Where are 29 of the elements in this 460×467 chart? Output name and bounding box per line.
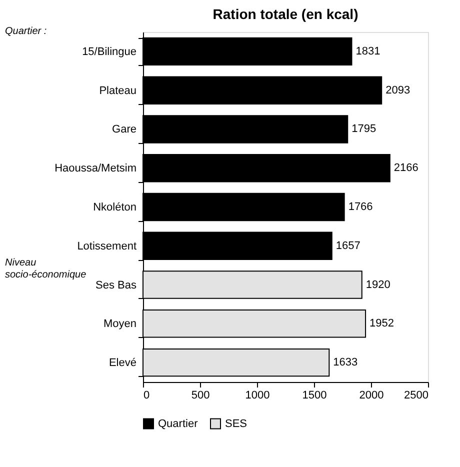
- x-tick-label: 1000: [245, 390, 270, 402]
- legend-label: SES: [225, 418, 248, 430]
- data-label: 2093: [386, 84, 410, 96]
- data-label: 1633: [333, 356, 358, 369]
- x-tick-label: 0: [144, 390, 150, 402]
- y-tick-label: Haoussa/Metsim: [54, 162, 136, 175]
- x-tick-label: 2500: [404, 390, 428, 402]
- data-label: 1831: [356, 45, 380, 58]
- data-label: 1952: [370, 318, 394, 330]
- x-tick-label: 1500: [302, 390, 327, 402]
- text: Niveau socio-économique: [5, 257, 87, 280]
- x-tick-label: 500: [191, 390, 210, 402]
- y-tick-label: Ses Bas: [96, 279, 137, 292]
- data-label: 1657: [336, 240, 360, 252]
- y-tick-label: Elevé: [108, 357, 136, 370]
- data-label: 1766: [348, 201, 373, 213]
- legend-label: Quartier: [158, 418, 198, 430]
- y-tick-label: Lotissement: [77, 240, 136, 252]
- text: Quartier :: [5, 26, 47, 37]
- data-label: 2166: [394, 162, 418, 174]
- y-tick-label: Moyen: [103, 318, 136, 330]
- y-tick-label: Plateau: [99, 84, 136, 97]
- y-tick-label: Gare: [112, 124, 136, 136]
- y-tick-label: 15/Bilingue: [82, 46, 136, 58]
- data-label: 1795: [352, 123, 376, 136]
- x-tick-label: 2000: [359, 390, 384, 402]
- data-label: 1920: [366, 278, 390, 291]
- chart-title: Ration totale (en kcal): [212, 6, 358, 22]
- y-tick-label: Nkoléton: [93, 202, 136, 214]
